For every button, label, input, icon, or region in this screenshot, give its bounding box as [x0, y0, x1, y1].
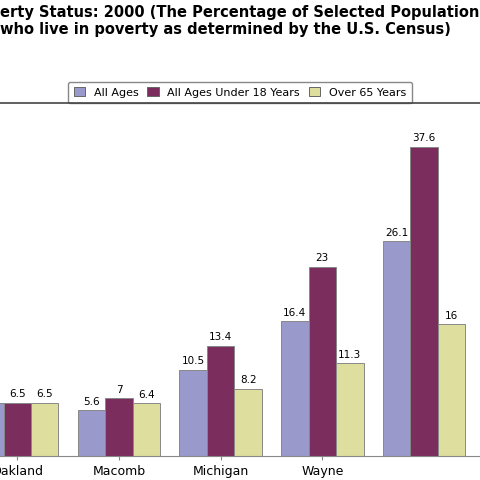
Text: 37.6: 37.6	[412, 133, 436, 144]
Bar	[180, 370, 207, 456]
Text: 16: 16	[445, 311, 458, 321]
Text: 6.5: 6.5	[36, 389, 53, 399]
Text: 8.2: 8.2	[240, 375, 256, 385]
Legend: All Ages, All Ages Under 18 Years, Over 65 Years: All Ages, All Ages Under 18 Years, Over …	[68, 82, 412, 103]
Text: 7: 7	[116, 385, 122, 395]
Bar	[31, 403, 59, 456]
Text: 11.3: 11.3	[338, 350, 361, 360]
Text: 13.4: 13.4	[209, 333, 232, 342]
Bar	[78, 410, 105, 456]
Bar	[132, 403, 160, 456]
Bar	[0, 403, 3, 456]
Text: 16.4: 16.4	[283, 308, 307, 318]
Bar	[105, 398, 132, 456]
Bar	[410, 146, 438, 456]
Text: 6.4: 6.4	[138, 390, 155, 400]
Bar	[383, 241, 410, 456]
Bar	[281, 321, 309, 456]
Text: 26.1: 26.1	[385, 228, 408, 238]
Bar	[234, 388, 262, 456]
Bar	[309, 267, 336, 456]
Bar	[207, 346, 234, 456]
Text: erty Status: 2000 (The Percentage of Selected Populations
who live in poverty as: erty Status: 2000 (The Percentage of Sel…	[0, 5, 480, 37]
Bar	[3, 403, 31, 456]
Text: 23: 23	[316, 253, 329, 264]
Text: 10.5: 10.5	[181, 356, 205, 366]
Text: 6.5: 6.5	[9, 389, 25, 399]
Bar	[438, 324, 465, 456]
Bar	[336, 363, 363, 456]
Text: 5.6: 5.6	[83, 396, 100, 407]
